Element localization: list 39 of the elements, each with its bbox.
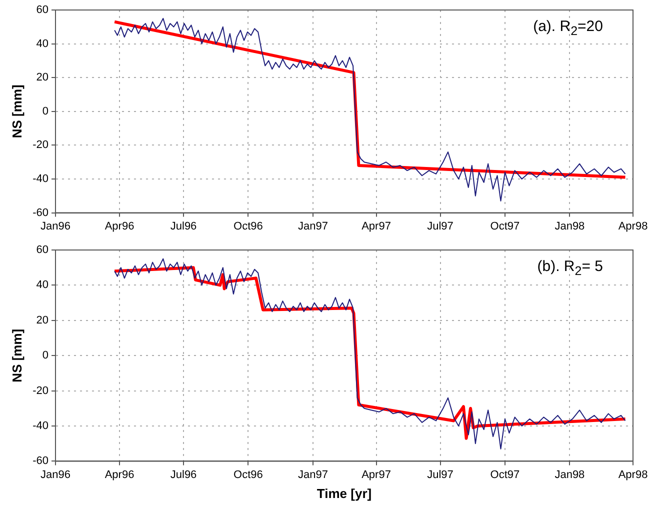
x-tick-label: Oct97 <box>490 468 520 481</box>
y-tick-label: -40 <box>32 173 48 186</box>
x-tick-label: Oct96 <box>234 220 263 232</box>
y-tick-label: 60 <box>36 244 48 256</box>
x-tick-label: Apr96 <box>104 220 134 232</box>
y-tick-label: -60 <box>32 206 48 219</box>
y-tick-label: 20 <box>36 72 48 84</box>
x-tick-label: Jan96 <box>40 468 70 481</box>
x-tick-label: Oct96 <box>234 468 263 481</box>
x-axis-title: Time [yr] <box>316 486 372 501</box>
x-tick-label: Jul96 <box>170 468 197 481</box>
y-tick-label: 20 <box>36 314 48 326</box>
x-tick-label: Jan98 <box>554 468 585 481</box>
x-tick-label: Jul97 <box>427 220 454 232</box>
x-tick-label: Apr96 <box>104 468 134 481</box>
y-tick-label: 0 <box>42 105 48 118</box>
x-tick-label: Apr97 <box>362 468 391 481</box>
y-tick-label: 40 <box>36 279 48 292</box>
y-tick-label: -40 <box>32 420 48 432</box>
x-tick-label: Jul97 <box>427 468 454 481</box>
y-axis-title: NS [mm] <box>9 328 24 382</box>
annotation: (a). R$_{2}$=20 <box>533 18 603 38</box>
x-tick-label: Jan97 <box>298 220 328 232</box>
y-axis-title: NS [mm] <box>9 84 24 138</box>
x-tick-label: Jan96 <box>40 220 70 232</box>
x-tick-label: Apr98 <box>618 468 648 481</box>
x-tick-label: Jan98 <box>554 220 585 232</box>
y-tick-label: -20 <box>32 384 48 397</box>
y-tick-label: 0 <box>42 350 48 362</box>
x-tick-label: Jan97 <box>298 468 328 481</box>
x-tick-label: Apr98 <box>618 220 648 232</box>
y-tick-label: -20 <box>32 139 48 152</box>
x-tick-label: Apr97 <box>362 220 391 232</box>
y-tick-label: -60 <box>32 455 48 468</box>
y-tick-label: 60 <box>36 4 48 16</box>
y-tick-label: 40 <box>36 38 48 50</box>
x-tick-label: Jul96 <box>170 220 197 232</box>
annotation: (b). R$_{2}$= 5 <box>537 258 603 278</box>
x-tick-label: Oct97 <box>490 220 520 232</box>
